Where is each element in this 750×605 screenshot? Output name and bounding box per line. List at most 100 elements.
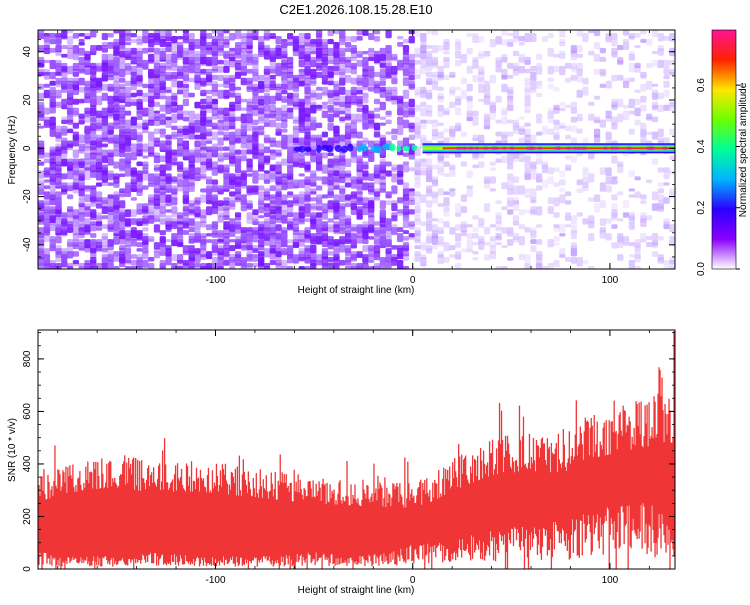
line-blob <box>346 143 354 152</box>
spectrogram-cell <box>391 86 398 91</box>
spectrogram-cell <box>651 104 659 110</box>
spectrogram-cell <box>72 218 80 228</box>
spectrogram-cell <box>78 56 85 66</box>
spectrogram-cell <box>223 179 230 188</box>
spectrogram-cell <box>182 167 190 175</box>
spectrogram-cell <box>304 50 311 59</box>
spectrogram-cell <box>43 254 51 264</box>
spectrogram-cell <box>454 41 462 51</box>
line-blob <box>298 145 306 153</box>
spectrogram-cell <box>495 221 502 230</box>
spectrogram-cell <box>315 104 323 109</box>
spectrogram-cell <box>379 116 386 120</box>
spectrogram-cell <box>165 89 172 94</box>
spectrogram-cell <box>611 74 618 82</box>
spectrogram-cell <box>90 95 97 106</box>
spectrogram-cell <box>298 32 305 43</box>
spectrogram-cell <box>391 65 398 75</box>
spectrogram-cell <box>408 98 415 108</box>
spectrogram-cell <box>420 242 427 250</box>
spectrogram-cell <box>84 194 91 203</box>
spectrogram-cell <box>373 53 381 64</box>
colorbar-tick-label: 0.0 <box>696 262 707 276</box>
spectrogram-cell <box>553 242 560 246</box>
spectrogram-cell <box>541 179 549 189</box>
spectrogram-cell <box>663 137 670 144</box>
spectrogram-cell <box>124 230 132 237</box>
spectrogram-cell <box>246 137 253 143</box>
spectrogram-cell <box>43 179 51 183</box>
spectrogram-cell <box>570 215 578 224</box>
spectrogram-cell <box>107 44 114 49</box>
spectrogram-cell <box>142 167 149 171</box>
spectrogram-cell <box>258 128 265 135</box>
spectrogram-cell <box>414 125 421 135</box>
spectrogram-cell <box>84 188 91 192</box>
spectrogram-cell <box>339 230 346 234</box>
spectrogram-cell <box>350 68 357 75</box>
spectrogram-cell <box>78 32 85 37</box>
spectrogram-cell <box>321 194 329 199</box>
spectrogram-cell <box>379 47 386 55</box>
spectrogram-cell <box>234 149 242 155</box>
spectrogram-cell <box>176 137 184 147</box>
spectrogram-cell <box>275 122 282 129</box>
spectrogram-cell <box>142 119 149 128</box>
spectrogram-cell <box>310 134 317 144</box>
spectrogram-cell <box>420 41 427 51</box>
spectrogram-cell <box>431 56 439 67</box>
spectrogram-cell <box>269 170 276 180</box>
spectrogram-cell <box>321 164 329 174</box>
spectrogram-cell <box>646 131 653 136</box>
spectrogram-cell <box>269 65 276 74</box>
spectrogram-cell <box>61 98 68 106</box>
spectrogram-cell <box>281 173 288 179</box>
spectrogram-cell <box>269 206 276 215</box>
spectrogram-cell <box>43 203 51 211</box>
spectrogram-cell <box>113 251 120 257</box>
spectrogram-cell <box>263 104 271 112</box>
spectrogram-cell <box>171 101 178 107</box>
spectrogram-cell <box>298 206 305 211</box>
spectrogram-cell <box>287 56 294 65</box>
spectrogram-cell <box>437 44 444 52</box>
spectrogram-cell <box>611 179 618 185</box>
spectrogram-cell <box>298 203 305 210</box>
spectrogram-cell <box>211 80 219 90</box>
spectrogram-cell <box>437 203 444 207</box>
spectrogram-cell <box>66 113 74 123</box>
spectrogram-cell <box>541 35 549 43</box>
spectrogram-cell <box>646 113 653 120</box>
spectrogram-cell <box>553 224 560 229</box>
spectrogram-cell <box>628 212 635 221</box>
spectrogram-cell <box>483 80 491 84</box>
spectrogram-cell <box>124 146 132 152</box>
spectrogram-cell <box>478 134 485 143</box>
spectrogram-cell <box>176 263 184 267</box>
spectrogram-cell <box>78 86 85 93</box>
spectrogram-cell <box>182 83 190 88</box>
spectrogram-cell <box>130 185 137 193</box>
spectrogram-cell <box>263 170 271 174</box>
spectrogram-cell <box>310 92 317 97</box>
spectrogram-cell <box>454 86 462 91</box>
spectrogram-cell <box>217 200 224 206</box>
spectrogram-cell <box>315 59 323 69</box>
spectrogram-cell <box>472 74 479 83</box>
spectrogram-cell <box>188 206 195 216</box>
spectrogram-cell <box>130 227 137 234</box>
spectrogram-cell <box>84 134 91 140</box>
spectrogram-cell <box>478 50 485 57</box>
spectrogram-cell <box>101 233 108 243</box>
spectrogram-cell <box>211 35 219 46</box>
spectrogram-cell <box>362 30 369 36</box>
spectrogram-cell <box>275 62 282 73</box>
spectrogram-cell <box>223 74 230 82</box>
spectrogram-cell <box>344 65 352 74</box>
spectrogram-cell <box>350 56 357 62</box>
spectrogram-cell <box>344 170 352 178</box>
spectrogram-cell <box>663 182 670 186</box>
spectrogram-cell <box>483 113 491 122</box>
spectrogram-cell <box>657 182 664 187</box>
spectrogram-cell <box>391 77 398 85</box>
